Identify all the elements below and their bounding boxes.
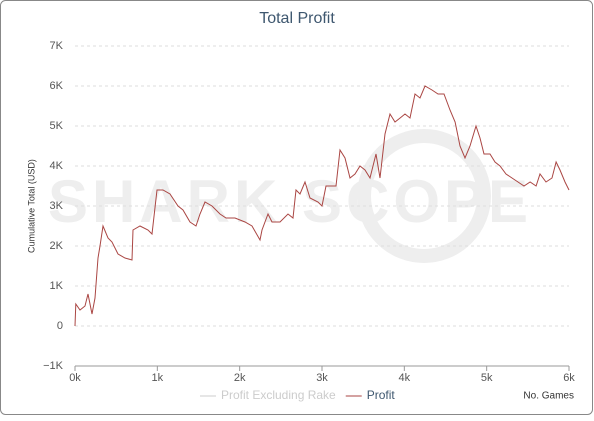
x-tick-label: 6k: [563, 372, 575, 384]
x-tick-label: 2k: [234, 372, 246, 384]
y-tick-label: 5K: [50, 120, 64, 132]
y-tick-label: 2K: [50, 240, 64, 252]
y-tick-label: −1K: [43, 360, 64, 372]
x-tick-label: 0k: [69, 372, 81, 384]
legend-label: Profit: [367, 388, 396, 402]
chart-title: Total Profit: [259, 10, 335, 27]
y-tick-label: 1K: [50, 280, 64, 292]
y-tick-label: 6K: [50, 80, 64, 92]
x-tick-label: 4k: [399, 372, 411, 384]
x-tick-label: 1k: [152, 372, 164, 384]
x-axis-label: No. Games: [523, 391, 574, 402]
y-tick-label: 7K: [50, 40, 64, 52]
x-tick-label: 3k: [316, 372, 328, 384]
y-tick-label: 4K: [50, 160, 64, 172]
y-tick-label: 0: [57, 320, 63, 332]
series-line: [74, 85, 570, 327]
y-axis-label: Cumulative Total (USD): [26, 159, 36, 253]
y-tick-label: 3K: [50, 200, 64, 212]
watermark: SHARK SCOPE: [48, 168, 532, 235]
x-tick-label: 5k: [481, 372, 493, 384]
legend-label: Profit Excluding Rake: [221, 388, 336, 402]
watermark-ring: [357, 129, 491, 263]
